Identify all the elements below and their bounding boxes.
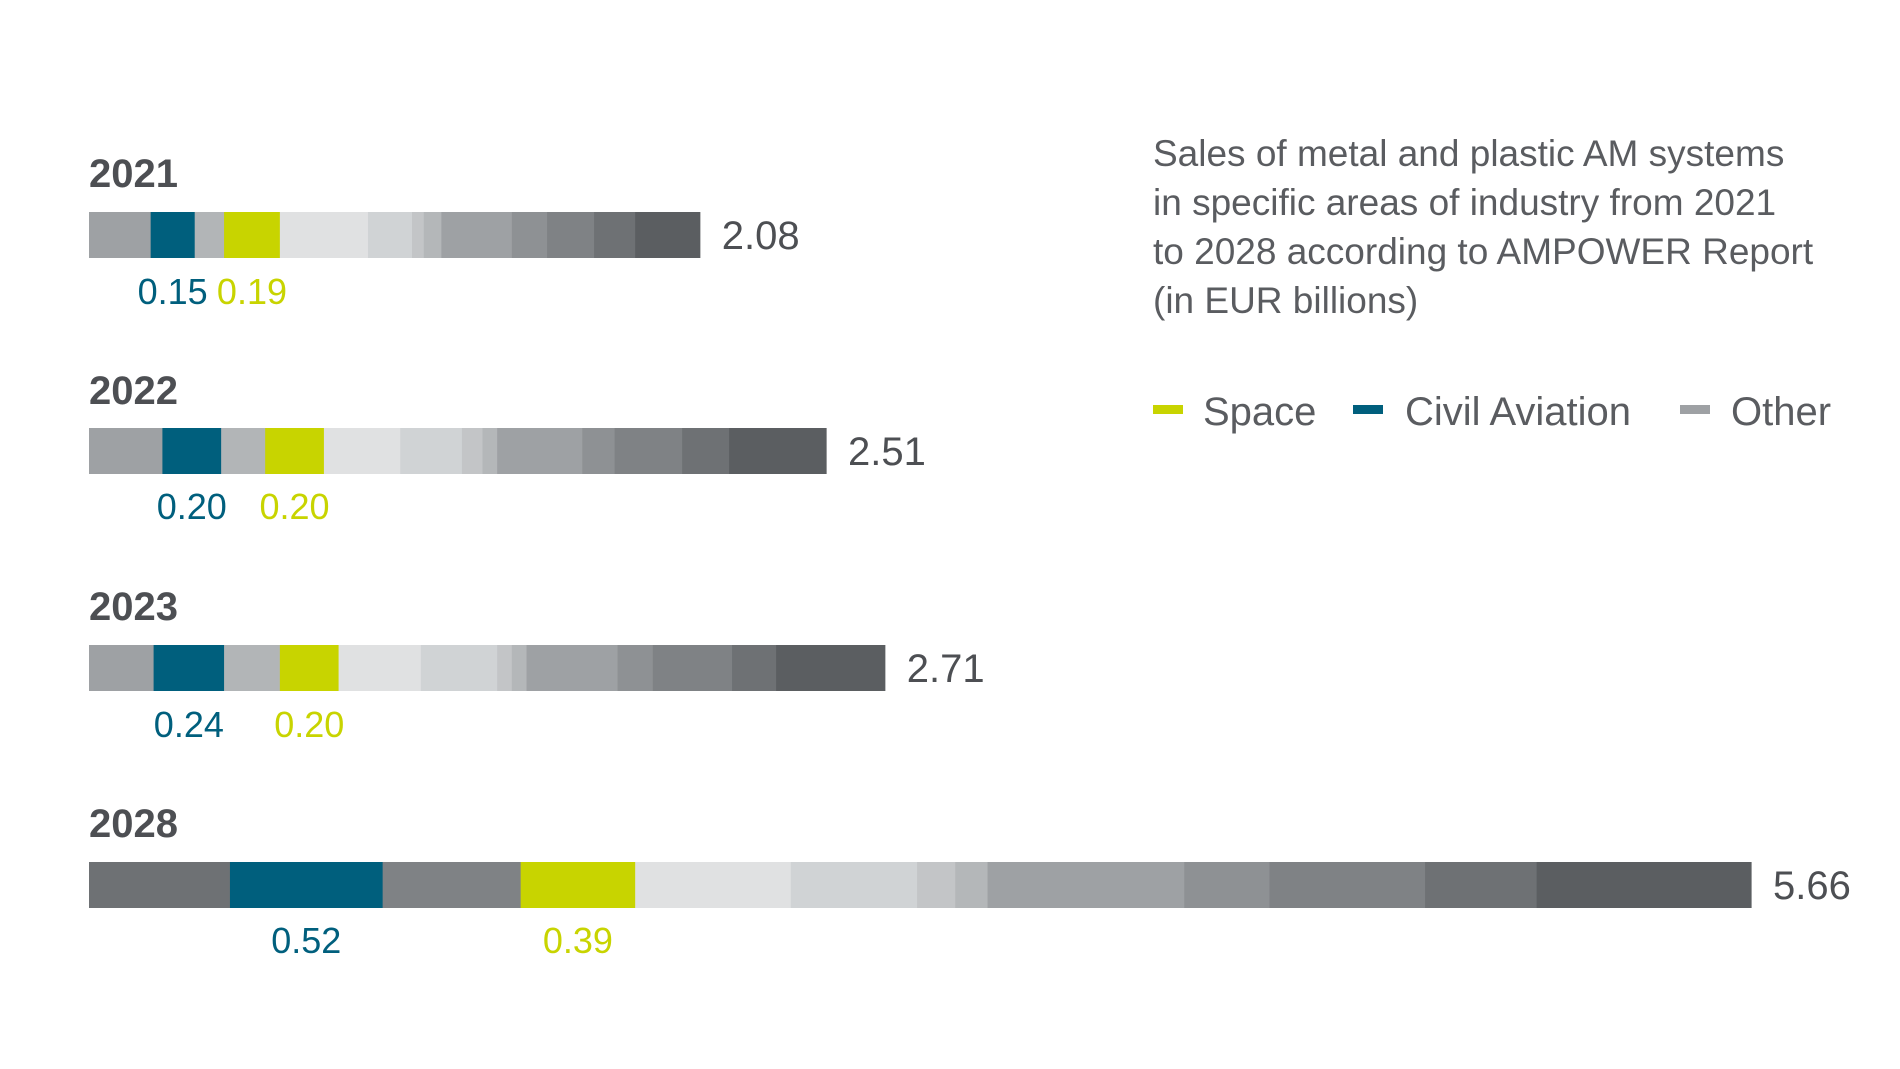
- bar-segment-other: [1269, 862, 1426, 908]
- total-value-label: 2.71: [907, 647, 985, 691]
- bar-segment-other: [412, 212, 425, 258]
- bar-segment-other: [338, 645, 422, 691]
- bar-segment-other: [1184, 862, 1271, 908]
- bar-segment-other: [1536, 862, 1752, 908]
- bar-segment-other: [224, 645, 281, 691]
- bar-segment-other: [367, 212, 413, 258]
- year-label: 2028: [89, 802, 178, 846]
- bar-segment-civil-aviation: [150, 212, 196, 258]
- bar-segment-other: [790, 862, 918, 908]
- bar-segment-space: [265, 428, 325, 474]
- bar-segment-other: [1425, 862, 1538, 908]
- legend-label-other: Other: [1731, 390, 1831, 434]
- bar-segment-other: [987, 862, 1185, 908]
- bar-segment-other: [635, 212, 701, 258]
- bar-segment-other: [89, 645, 155, 691]
- bar-segment-other: [461, 428, 484, 474]
- bar-segment-other: [526, 645, 619, 691]
- civil-aviation-value-label: 0.24: [154, 704, 224, 745]
- bar-segment-other: [729, 428, 827, 474]
- total-value-label: 2.08: [722, 214, 800, 258]
- bar-segment-other: [635, 862, 792, 908]
- bar-segment-other: [497, 428, 583, 474]
- space-value-label: 0.20: [274, 704, 344, 745]
- bar-segment-other: [194, 212, 225, 258]
- year-label: 2021: [89, 152, 178, 196]
- bar-segment-other: [594, 212, 636, 258]
- bar-segment-other: [382, 862, 522, 908]
- year-label: 2023: [89, 585, 178, 629]
- year-label: 2022: [89, 369, 178, 413]
- bar-segment-other: [420, 645, 498, 691]
- bar-segment-other: [511, 212, 548, 258]
- legend-label-space: Space: [1203, 390, 1316, 434]
- bar-segment-other: [441, 212, 513, 258]
- bar-segment-other: [89, 862, 231, 908]
- total-value-label: 5.66: [1773, 864, 1851, 908]
- bar-segment-space: [224, 212, 281, 258]
- bar-segment-other: [511, 645, 528, 691]
- space-value-label: 0.19: [217, 271, 287, 312]
- chart-title-line-2: in specific areas of industry from 2021: [1153, 182, 1776, 223]
- bar-segment-other: [279, 212, 369, 258]
- bar-segment-space: [279, 645, 340, 691]
- chart-title-line-4: (in EUR billions): [1153, 280, 1418, 321]
- chart-title-line-1: Sales of metal and plastic AM systems: [1153, 133, 1784, 174]
- bar-segment-other: [582, 428, 616, 474]
- chart-title-line-3: to 2028 according to AMPOWER Report: [1153, 231, 1814, 272]
- bar-segment-other: [917, 862, 956, 908]
- bar-segment-other: [400, 428, 463, 474]
- bar-segment-other: [221, 428, 266, 474]
- bar-segment-other: [482, 428, 498, 474]
- bar-segment-other: [497, 645, 513, 691]
- bar-segment-other: [776, 645, 886, 691]
- civil-aviation-value-label: 0.15: [138, 271, 208, 312]
- space-value-label: 0.39: [543, 920, 613, 961]
- bar-segment-civil-aviation: [162, 428, 222, 474]
- bar-segment-civil-aviation: [153, 645, 225, 691]
- bar-segment-other: [732, 645, 777, 691]
- bars-group: 2021 2.08 0.15 0.19 2022 2.51 0.20 0.20 2023 2.71…: [89, 152, 1851, 961]
- civil-aviation-value-label: 0.52: [271, 920, 341, 961]
- bar-segment-other: [652, 645, 733, 691]
- bar-segment-other: [547, 212, 595, 258]
- legend-swatch-civil-aviation: [1353, 405, 1383, 414]
- bar-segment-other: [423, 212, 442, 258]
- legend: Space Civil Aviation Other: [1153, 390, 1831, 434]
- bar-segment-other: [614, 428, 683, 474]
- total-value-label: 2.51: [848, 430, 926, 474]
- bar-segment-other: [89, 428, 164, 474]
- bar-segment-other: [323, 428, 401, 474]
- space-value-label: 0.20: [260, 486, 330, 527]
- bar-segment-other: [955, 862, 989, 908]
- legend-label-civil-aviation: Civil Aviation: [1405, 390, 1631, 434]
- legend-swatch-space: [1153, 405, 1183, 414]
- bar-segment-other: [682, 428, 730, 474]
- civil-aviation-value-label: 0.20: [157, 486, 227, 527]
- bar-segment-other: [617, 645, 654, 691]
- bar-segment-space: [520, 862, 636, 908]
- bar-segment-civil-aviation: [229, 862, 384, 908]
- chart-title: Sales of metal and plastic AM systems in…: [1153, 133, 1814, 321]
- legend-swatch-other: [1680, 405, 1710, 414]
- bar-segment-other: [89, 212, 152, 258]
